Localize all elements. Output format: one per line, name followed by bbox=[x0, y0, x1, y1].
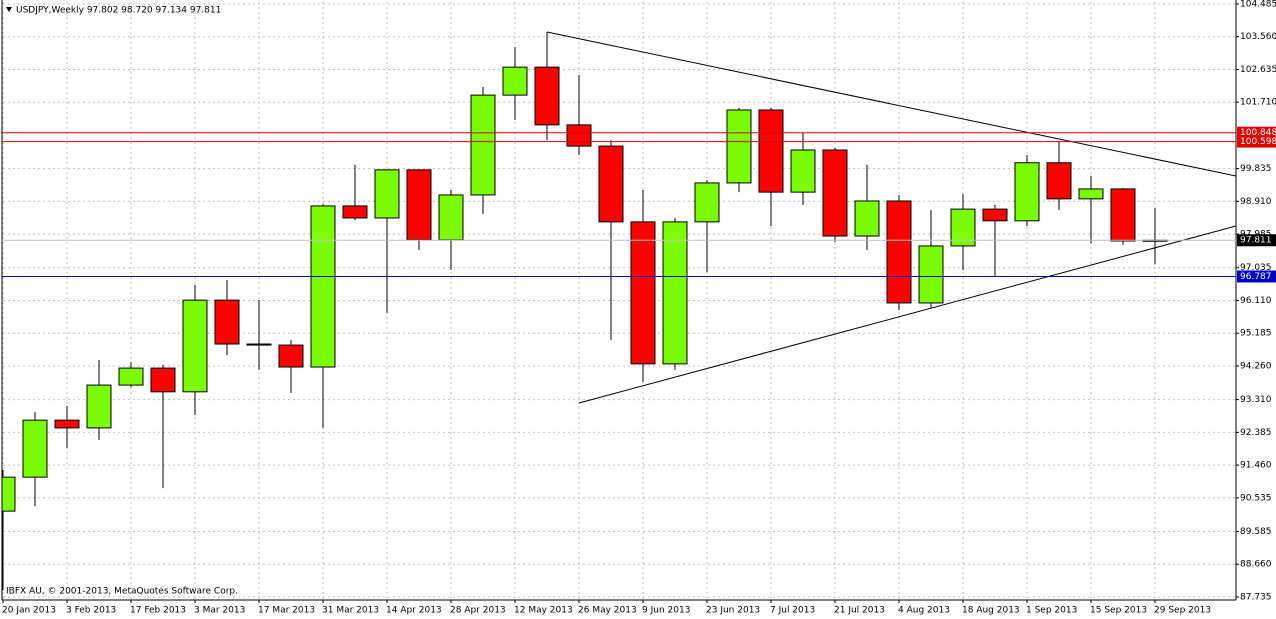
y-tick-label: 93.310 bbox=[1240, 395, 1272, 405]
y-tick-label: 97.985 bbox=[1240, 230, 1272, 240]
y-tick-label: 91.460 bbox=[1240, 461, 1272, 471]
grid bbox=[2, 2, 1236, 600]
candle-body bbox=[86, 384, 112, 429]
x-tick-label: 29 Sep 2013 bbox=[1154, 606, 1211, 616]
price-label: 96.787 bbox=[1240, 272, 1272, 282]
chart-title: USDJPY,Weekly 97.802 98.720 97.134 97.81… bbox=[16, 6, 221, 16]
candle-body bbox=[534, 66, 560, 126]
candle-body bbox=[278, 344, 304, 368]
candle-body bbox=[918, 245, 944, 304]
candle-body bbox=[214, 299, 240, 345]
candle-body bbox=[150, 367, 176, 393]
y-tick-label: 98.910 bbox=[1240, 197, 1272, 207]
candle-body bbox=[790, 149, 816, 193]
candle-body bbox=[758, 109, 784, 193]
x-tick-label: 4 Aug 2013 bbox=[898, 606, 950, 616]
candle-body bbox=[342, 205, 368, 219]
x-tick-label: 31 Mar 2013 bbox=[322, 606, 379, 616]
candle-body bbox=[1014, 162, 1040, 222]
price-label-bg bbox=[1237, 234, 1276, 247]
candle-body bbox=[822, 149, 848, 237]
trend-line bbox=[546, 31, 1236, 177]
footer: IBFX AU, © 2001-2013, MetaQuotes Softwar… bbox=[6, 587, 238, 597]
candle-body bbox=[694, 182, 720, 223]
candle-body bbox=[1110, 188, 1136, 242]
y-tick-label: 102.635 bbox=[1240, 65, 1276, 75]
candle-body bbox=[566, 124, 592, 147]
candle-body bbox=[982, 208, 1008, 222]
candle-body bbox=[22, 419, 48, 478]
trend-lines bbox=[546, 31, 1236, 404]
candle-body bbox=[246, 343, 272, 346]
y-tick-label: 89.585 bbox=[1240, 527, 1272, 537]
candle-body bbox=[406, 169, 432, 241]
menu-arrow[interactable] bbox=[6, 7, 12, 12]
x-tick-label: 28 Apr 2013 bbox=[450, 606, 506, 616]
candle-body bbox=[470, 94, 496, 196]
price-label-bg bbox=[1237, 270, 1276, 283]
candle-body bbox=[118, 367, 144, 386]
x-tick-label: 12 May 2013 bbox=[514, 606, 573, 616]
price-label-bg bbox=[1237, 135, 1276, 148]
y-tick-label: 96.110 bbox=[1240, 296, 1272, 306]
candle-body bbox=[374, 169, 400, 219]
candle-body bbox=[630, 221, 656, 365]
candle-body bbox=[726, 109, 752, 184]
candle-body bbox=[1046, 162, 1072, 200]
x-tick-label: 15 Sep 2013 bbox=[1090, 606, 1147, 616]
candle-body bbox=[854, 200, 880, 237]
candle-body bbox=[1078, 188, 1104, 200]
x-tick-label: 26 May 2013 bbox=[578, 606, 637, 616]
candle-body bbox=[886, 200, 912, 304]
y-tick-label: 90.535 bbox=[1240, 493, 1272, 503]
y-tick-label: 101.710 bbox=[1240, 98, 1276, 108]
y-tick-label: 103.560 bbox=[1240, 32, 1276, 42]
trend-line bbox=[578, 225, 1236, 404]
current-price-label: 97.811 bbox=[1240, 236, 1272, 246]
candles bbox=[2, 32, 1168, 591]
y-tick-label: 99.835 bbox=[1240, 164, 1272, 174]
x-tick-label: 18 Aug 2013 bbox=[962, 606, 1020, 616]
candle-body bbox=[598, 145, 624, 223]
y-tick-label: 87.735 bbox=[1240, 592, 1272, 602]
y-tick-label: 97.035 bbox=[1240, 263, 1272, 273]
x-tick-label: 20 Jan 2013 bbox=[2, 606, 56, 616]
y-tick-label: 95.185 bbox=[1240, 329, 1272, 339]
price-label: 100.598 bbox=[1240, 137, 1276, 147]
candle-body bbox=[54, 419, 80, 429]
x-tick-label: 23 Jun 2013 bbox=[706, 606, 760, 616]
candle-body bbox=[502, 66, 528, 96]
y-tick-label: 104.485 bbox=[1240, 0, 1276, 9]
x-tick-label: 7 Jul 2013 bbox=[770, 606, 815, 616]
x-tick-label: 3 Feb 2013 bbox=[66, 606, 116, 616]
y-tick-label: 92.385 bbox=[1240, 428, 1272, 438]
x-tick-label: 1 Sep 2013 bbox=[1026, 606, 1077, 616]
x-tick-label: 17 Mar 2013 bbox=[258, 606, 315, 616]
y-tick-label: 88.660 bbox=[1240, 560, 1272, 570]
candle-body bbox=[438, 194, 464, 241]
x-tick-label: 14 Apr 2013 bbox=[386, 606, 442, 616]
y-tick-label: 94.260 bbox=[1240, 361, 1272, 371]
candle-body bbox=[182, 299, 208, 393]
x-tick-label: 21 Jul 2013 bbox=[834, 606, 885, 616]
x-tick-label: 9 Jun 2013 bbox=[642, 606, 690, 616]
x-tick-label: 17 Feb 2013 bbox=[130, 606, 186, 616]
candle-body bbox=[2, 476, 16, 512]
candle-body bbox=[310, 205, 336, 368]
candle-body bbox=[662, 221, 688, 365]
x-tick-label: 3 Mar 2013 bbox=[194, 606, 245, 616]
price-label: 100.848 bbox=[1240, 128, 1276, 138]
